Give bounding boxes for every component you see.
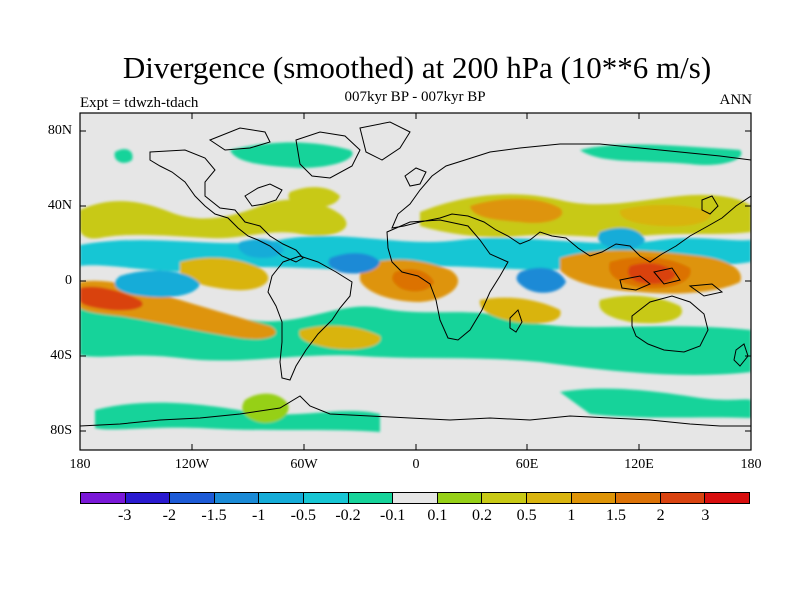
coastline [688,283,724,297]
lat-label: 0 [65,273,72,288]
colorbar-label: 1 [567,507,576,524]
colorbar-swatch [214,493,260,503]
coastline [386,219,509,341]
axis-ticks [79,113,752,450]
contour-region [560,388,751,418]
contour-region [80,199,347,239]
contour-region [598,227,645,250]
colorbar-label: -1 [251,507,266,524]
lon-label: 60W [290,457,318,472]
coastline [149,149,304,263]
contour-region [95,402,380,432]
colorbar-swatch [259,493,304,503]
plot-title: Divergence (smoothed) at 200 hPa (10**6 … [122,50,712,85]
contour-region [516,267,566,293]
colorbar-swatch [437,493,483,503]
contour-region [619,204,711,227]
contour-region [299,325,381,350]
experiment-label: Expt = tdwzh-tdach [80,95,199,111]
colorbar-label: 0.5 [516,507,537,524]
lat-label: 40S [50,348,72,363]
contour-region [242,393,289,423]
lat-label: 40N [47,198,72,213]
colorbar-label: 1.5 [606,507,626,524]
colorbar-label: 0.1 [427,507,448,524]
colorbar-label: -0.2 [335,507,361,524]
divergence-field [80,113,751,450]
coastline [267,255,353,381]
lon-label: 120W [174,457,210,472]
contour-region [288,187,340,208]
coastline [244,183,283,207]
colorbar [80,492,750,504]
colorbar-swatch [571,493,617,503]
contour-region [580,144,742,166]
colorbar-label: -0.5 [290,507,316,524]
colorbar-swatch [81,493,126,503]
colorbar-label: -1.5 [201,507,227,524]
colorbar-swatch [705,493,749,503]
coastline [295,131,361,179]
coastline [80,395,751,427]
colorbar-swatch [125,493,171,503]
coastline [631,295,709,353]
lon-label: 60E [515,457,539,472]
colorbar-swatch [303,493,349,503]
contour-region [479,297,561,324]
coastlines [80,121,751,427]
plot-subtitle: 007kyr BP - 007kyr BP [344,89,486,105]
colorbar-label: -0.1 [379,507,406,524]
contour-region [180,257,269,291]
colorbar-swatch [526,493,572,503]
contour-region [230,142,353,168]
coastline [359,121,411,161]
colorbar-label: 2 [656,507,665,524]
contour-region [80,286,143,311]
lon-label: 0 [412,457,420,472]
lon-label: 180 [69,457,91,472]
colorbar-swatch [170,493,215,503]
colorbar-label: 3 [701,507,710,524]
season-label: ANN [719,92,753,108]
colorbar-label: 0.2 [472,507,492,524]
lat-label: 80N [47,123,72,138]
coastline [391,143,751,263]
colorbar-swatch [482,493,527,503]
colorbar-swatch [616,493,661,503]
coastline [509,309,523,333]
lat-label: 80S [50,423,72,438]
contour-region [238,239,284,258]
coastline [653,267,681,285]
coastline [404,167,427,187]
colorbar-swatch [348,493,394,503]
contour-region [392,269,434,292]
colorbar-label: -2 [162,507,176,524]
contour-region [114,270,200,298]
coastline [733,343,749,367]
contour-region [470,198,563,224]
contour-region [628,263,676,284]
coastline [701,195,719,215]
contour-region [114,149,133,163]
contour-region [328,253,380,274]
colorbar-swatch [393,493,438,503]
coastline [619,275,651,291]
coastline [208,127,271,151]
lon-label: 180 [740,457,762,472]
lon-label: 120E [624,457,654,472]
colorbar-swatch [660,493,706,503]
colorbar-label: -3 [117,507,132,524]
